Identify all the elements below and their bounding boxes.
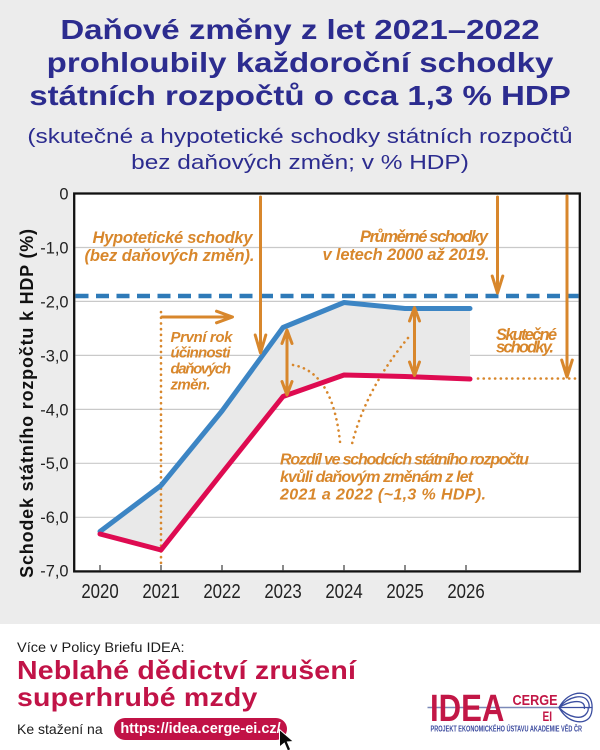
svg-text:Schodek státního rozpočtu k HD: Schodek státního rozpočtu k HDP (%) xyxy=(17,228,37,578)
svg-text:(bez daňových změn).: (bez daňových změn). xyxy=(85,247,255,265)
svg-text:-4,0: -4,0 xyxy=(40,401,68,419)
svg-text:2020: 2020 xyxy=(81,580,118,603)
svg-text:2025: 2025 xyxy=(386,580,423,603)
svg-text:EI: EI xyxy=(543,708,553,724)
svg-text:2023: 2023 xyxy=(264,580,301,603)
svg-text:IDEA: IDEA xyxy=(430,688,504,730)
svg-text:2021: 2021 xyxy=(142,580,179,603)
svg-text:2022: 2022 xyxy=(203,580,240,603)
svg-text:-1,0: -1,0 xyxy=(40,239,68,257)
svg-text:0: 0 xyxy=(59,185,68,203)
svg-text:změn.: změn. xyxy=(170,377,211,394)
svg-text:2026: 2026 xyxy=(447,580,484,603)
svg-text:-2,0: -2,0 xyxy=(40,293,68,311)
svg-text:-3,0: -3,0 xyxy=(40,347,68,365)
svg-text:kvůli daňovým změnám z let: kvůli daňovým změnám z let xyxy=(280,469,474,486)
svg-text:První rok: První rok xyxy=(171,329,234,346)
svg-text:daňových: daňových xyxy=(171,361,232,378)
svg-text:v letech 2000 až 2019.: v letech 2000 až 2019. xyxy=(323,246,490,264)
svg-text:2021 a 2022 (~1,3 % HDP).: 2021 a 2022 (~1,3 % HDP). xyxy=(279,487,486,504)
svg-text:-5,0: -5,0 xyxy=(40,455,68,473)
svg-text:Skutečné: Skutečné xyxy=(496,326,557,344)
svg-text:Rozdíl ve schodcích státního r: Rozdíl ve schodcích státního rozpočtu xyxy=(280,452,529,469)
svg-text:CERGE: CERGE xyxy=(513,691,558,708)
svg-text:schodky.: schodky. xyxy=(496,339,554,357)
svg-text:-7,0: -7,0 xyxy=(40,563,68,581)
svg-text:Hypotetické schodky: Hypotetické schodky xyxy=(93,229,254,247)
svg-text:-6,0: -6,0 xyxy=(40,509,68,527)
svg-text:2024: 2024 xyxy=(325,580,362,603)
svg-text:účinnosti: účinnosti xyxy=(171,345,232,362)
svg-text:Průměrné schodky: Průměrné schodky xyxy=(360,228,489,246)
svg-text:PROJEKT EKONOMICKÉHO ÚSTAVU AK: PROJEKT EKONOMICKÉHO ÚSTAVU AKADEMIE VĚD… xyxy=(431,723,583,734)
